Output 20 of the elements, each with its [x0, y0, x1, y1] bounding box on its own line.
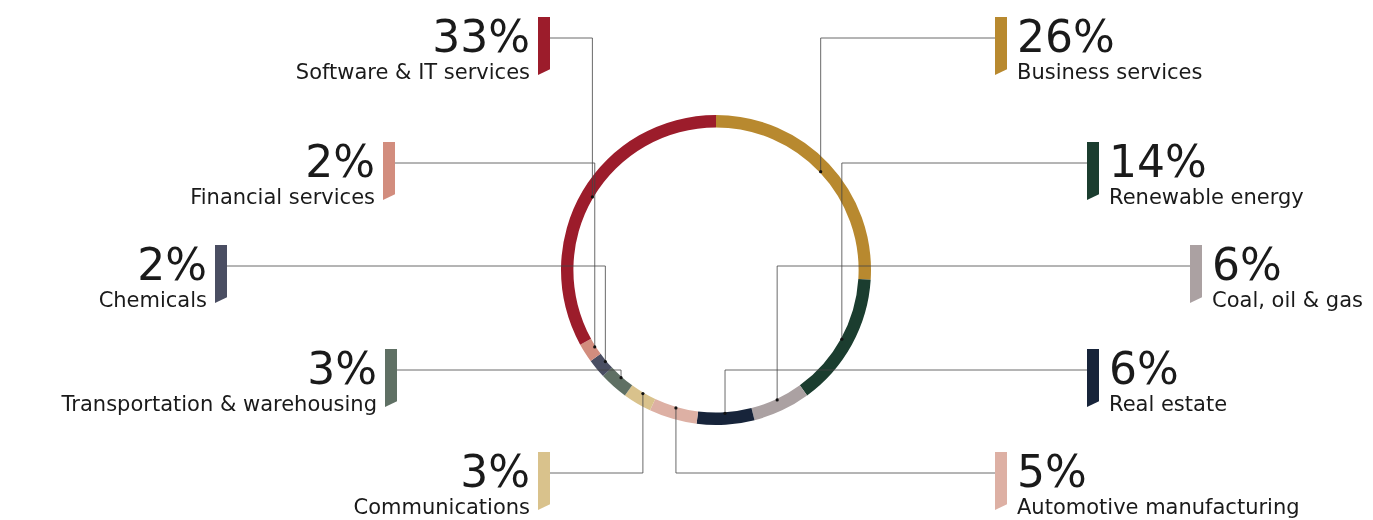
- slice-label: Chemicals: [98, 288, 207, 312]
- slice-label: Coal, oil & gas: [1212, 288, 1363, 312]
- data-label: 2%: [137, 239, 207, 290]
- data-label: 6%: [1212, 239, 1282, 290]
- data-label: 14%: [1109, 136, 1207, 187]
- slice-label: Automotive manufacturing: [1017, 495, 1300, 519]
- slice-label: Renewable energy: [1109, 185, 1304, 209]
- slice-label: Real estate: [1109, 392, 1228, 416]
- slice-label: Software & IT services: [295, 60, 530, 84]
- data-label: 5%: [1017, 446, 1087, 497]
- data-label: 2%: [305, 136, 375, 187]
- slice-label: Financial services: [190, 185, 375, 209]
- slice-label: Business services: [1017, 60, 1203, 84]
- data-label: 33%: [432, 11, 530, 62]
- slice-label: Communications: [353, 495, 530, 519]
- data-label: 26%: [1017, 11, 1115, 62]
- data-label: 3%: [460, 446, 530, 497]
- data-label: 3%: [307, 343, 377, 394]
- slice-label: Transportation & warehousing: [60, 392, 377, 416]
- data-label: 6%: [1109, 343, 1179, 394]
